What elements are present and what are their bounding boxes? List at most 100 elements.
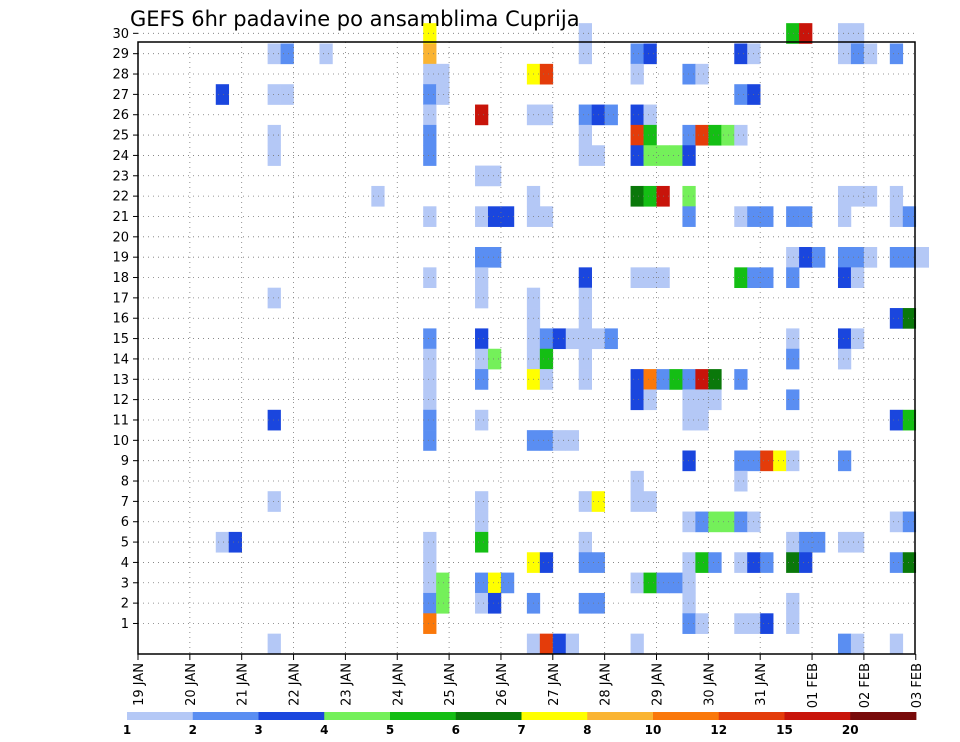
y-tick-label: 1 bbox=[121, 617, 129, 632]
precip-cell-m25 bbox=[721, 124, 735, 146]
precip-cell-m15 bbox=[475, 328, 489, 350]
colorbar-swatch bbox=[718, 712, 785, 720]
precip-cell-m29 bbox=[837, 43, 852, 65]
colorbar-label: 20 bbox=[842, 723, 859, 737]
precip-cell-m15 bbox=[786, 328, 800, 350]
y-tick-label: 20 bbox=[112, 230, 129, 245]
precip-cell-m25 bbox=[578, 124, 592, 146]
y-tick-label: 26 bbox=[112, 108, 129, 123]
y-tick-label: 18 bbox=[112, 271, 129, 286]
precip-cell-m6 bbox=[889, 511, 904, 533]
precip-cell-m21 bbox=[682, 206, 696, 227]
y-tick-label: 21 bbox=[112, 210, 129, 225]
precip-cell-m0 bbox=[837, 633, 852, 655]
precip-cell-m8 bbox=[734, 470, 748, 492]
precip-cell-m1 bbox=[423, 613, 437, 634]
precip-cell-m26 bbox=[604, 104, 618, 126]
precip-cell-m26 bbox=[578, 104, 592, 126]
precip-cell-m25 bbox=[423, 124, 437, 146]
precip-cell-m11 bbox=[902, 409, 917, 431]
precip-cell-m6 bbox=[475, 511, 489, 533]
y-tick-label: 8 bbox=[121, 475, 129, 490]
precip-cell-m17 bbox=[267, 287, 281, 309]
precip-cell-m4 bbox=[734, 552, 748, 573]
colorbar-swatch bbox=[258, 712, 325, 720]
precip-cell-m0 bbox=[565, 633, 580, 655]
precip-cell-m13 bbox=[578, 369, 592, 390]
precip-cell-m0 bbox=[526, 633, 541, 655]
colorbar-label: 12 bbox=[710, 723, 727, 737]
precip-cell-m18 bbox=[423, 267, 437, 288]
y-tick-label: 6 bbox=[121, 515, 129, 530]
precip-cell-m29 bbox=[850, 43, 865, 65]
precip-cell-m2 bbox=[475, 592, 489, 614]
precip-cell-m4 bbox=[695, 552, 709, 573]
precip-cell-m25 bbox=[267, 124, 281, 146]
colorbar-label: 3 bbox=[254, 723, 262, 737]
grid-layer bbox=[138, 32, 915, 654]
precip-cell-m15 bbox=[539, 328, 554, 350]
y-tick-label: 5 bbox=[121, 536, 129, 551]
precip-cell-m7 bbox=[475, 491, 489, 512]
precip-cell-m1 bbox=[786, 613, 800, 634]
precip-cell-m22 bbox=[837, 185, 852, 207]
precip-cell-m9 bbox=[773, 450, 787, 472]
precip-cell-m27 bbox=[436, 84, 450, 105]
y-tick-label: 3 bbox=[121, 576, 129, 591]
y-tick-label: 10 bbox=[112, 434, 129, 449]
precip-cell-m18 bbox=[734, 267, 748, 288]
precip-cell-m14 bbox=[423, 348, 437, 370]
precip-cell-m28 bbox=[423, 63, 437, 85]
precip-cell-m4 bbox=[902, 552, 917, 573]
precip-cell-m29 bbox=[643, 43, 657, 65]
precip-cell-m5 bbox=[850, 531, 865, 553]
x-tick-label: 28 JAN bbox=[599, 663, 614, 706]
precip-cell-m18 bbox=[837, 267, 852, 288]
precip-cell-m26 bbox=[423, 104, 437, 126]
colorbar-swatch bbox=[324, 712, 391, 720]
precip-cell-m9 bbox=[760, 450, 774, 472]
precip-cell-m10 bbox=[565, 430, 580, 451]
precip-cell-m14 bbox=[786, 348, 800, 370]
colorbar-label: 4 bbox=[320, 723, 328, 737]
precip-cell-m15 bbox=[552, 328, 567, 350]
precip-cell-m22 bbox=[630, 185, 644, 207]
precip-cell-m17 bbox=[578, 287, 592, 309]
precip-cell-m25 bbox=[734, 124, 748, 146]
precip-cell-m29 bbox=[267, 43, 281, 65]
precip-cell-m0 bbox=[539, 633, 554, 655]
precip-cell-m23 bbox=[487, 165, 502, 187]
precip-cell-m13 bbox=[695, 369, 709, 390]
precip-cell-m6 bbox=[734, 511, 748, 533]
precip-cell-m29 bbox=[423, 43, 437, 65]
precip-cell-m29 bbox=[578, 43, 592, 65]
precip-cell-m22 bbox=[850, 185, 865, 207]
precip-cell-m24 bbox=[682, 145, 696, 166]
precip-cell-m24 bbox=[423, 145, 437, 166]
colorbar-label: 10 bbox=[645, 723, 662, 737]
precip-cell-m18 bbox=[850, 267, 865, 288]
precip-cell-m19 bbox=[863, 247, 878, 268]
precip-cell-m21 bbox=[902, 206, 917, 227]
precip-cell-m13 bbox=[475, 369, 489, 390]
y-tick-label: 12 bbox=[112, 393, 129, 408]
precip-cell-m29 bbox=[630, 43, 644, 65]
precip-cell-m10 bbox=[539, 430, 554, 451]
precip-cell-m12 bbox=[695, 389, 709, 411]
x-tick-label: 27 JAN bbox=[547, 663, 562, 706]
precip-cell-m13 bbox=[708, 369, 722, 390]
y-tick-label: 13 bbox=[112, 373, 129, 388]
colorbar-swatch bbox=[784, 712, 851, 720]
x-tick-label: 26 JAN bbox=[495, 663, 510, 706]
precip-cell-m21 bbox=[500, 206, 515, 227]
precip-cell-m11 bbox=[889, 409, 904, 431]
colorbar-swatch bbox=[850, 712, 917, 720]
precip-cell-m18 bbox=[786, 267, 800, 288]
precip-cell-m24 bbox=[630, 145, 644, 166]
precip-cell-m19 bbox=[915, 247, 930, 268]
precip-cell-m1 bbox=[760, 613, 774, 634]
colorbar-label: 7 bbox=[517, 723, 525, 737]
colorbar-label: 1 bbox=[123, 723, 131, 737]
x-tick-label: 31 JAN bbox=[754, 663, 769, 706]
precip-cell-m3 bbox=[630, 572, 644, 594]
